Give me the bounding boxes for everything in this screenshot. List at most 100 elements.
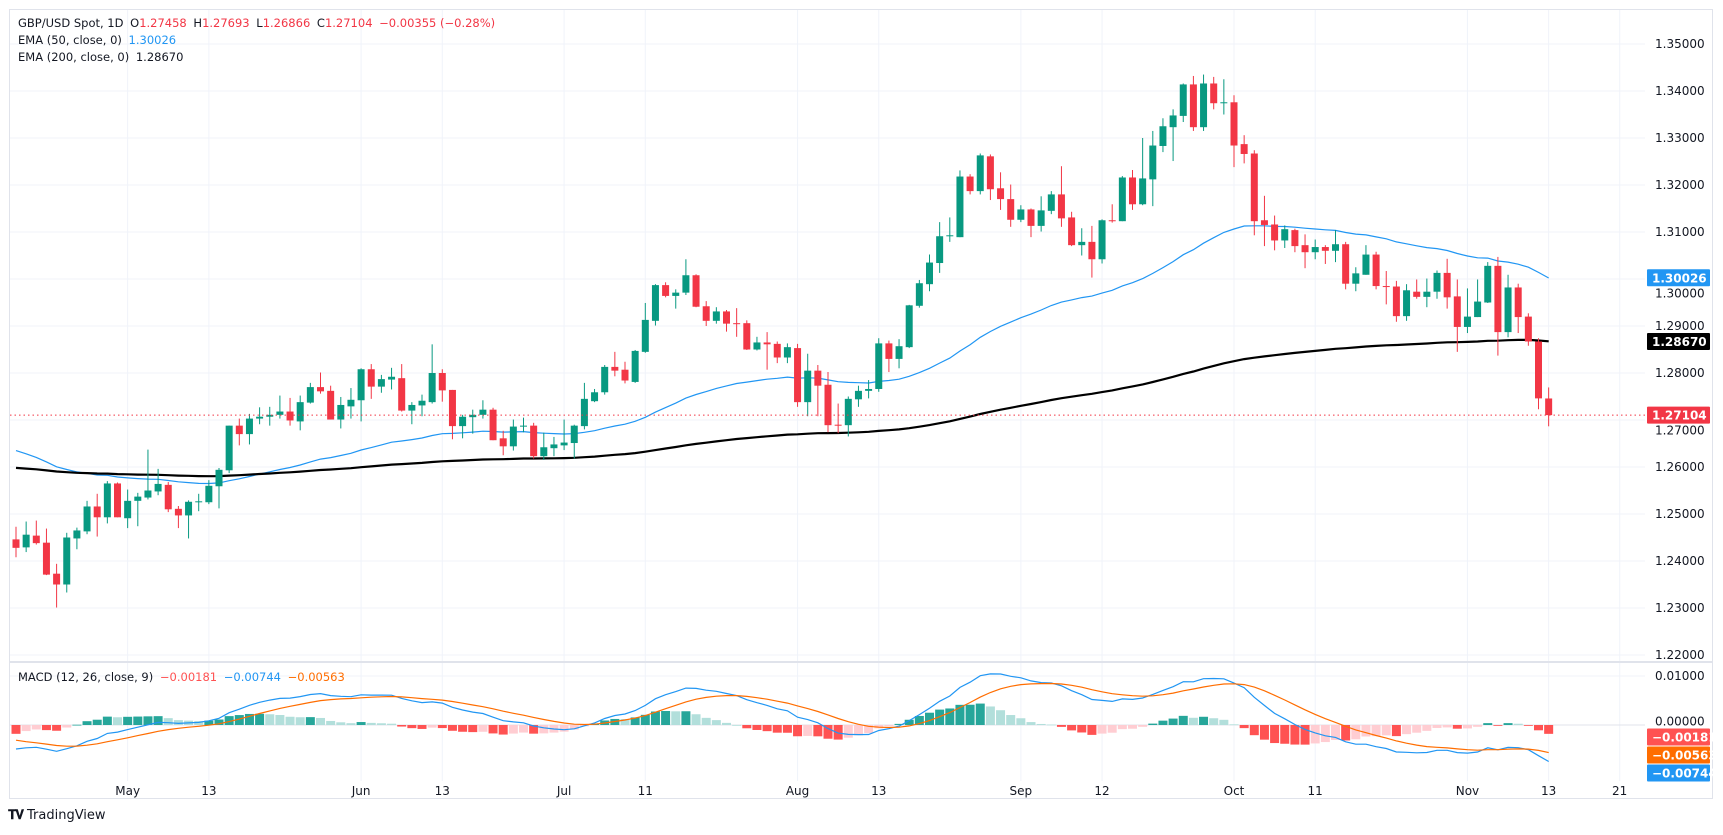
macd-histogram-bar: [519, 725, 528, 733]
macd-histogram-bar: [1138, 725, 1148, 727]
candle: [550, 436, 558, 457]
candle-body: [1311, 247, 1319, 253]
macd-legend[interactable]: MACD (12, 26, close, 9) −0.00181 −0.0074…: [18, 669, 348, 686]
candle-body: [1230, 102, 1238, 146]
candle: [367, 364, 375, 399]
candle: [854, 385, 862, 407]
candle-body: [885, 343, 893, 359]
macd-histogram-bar: [722, 722, 731, 725]
macd-histogram-bar: [752, 725, 762, 730]
open-letter: O: [130, 16, 140, 30]
macd-histogram-bar: [1341, 725, 1351, 741]
candle-body: [42, 542, 50, 575]
low-letter: L: [256, 16, 263, 30]
candle-body: [1240, 144, 1248, 154]
time-tick-label: Jun: [351, 784, 371, 798]
candle-body: [1159, 126, 1167, 146]
candle: [134, 492, 142, 527]
macd-histogram-bar: [1188, 717, 1198, 725]
time-axis[interactable]: May 13 Jun 13 Jul 11 Aug 13 Sep 12 Oct 11 Nov 13 21: [115, 784, 1627, 798]
candle: [560, 419, 568, 451]
macd-histogram-bar: [427, 725, 437, 728]
macd-pane: [10, 673, 1645, 763]
macd-histogram-bar: [742, 725, 752, 729]
candle-body: [32, 535, 40, 544]
macd-histogram-bar: [1412, 725, 1422, 733]
candle: [276, 395, 284, 419]
macd-histogram-bar: [1036, 723, 1046, 725]
candle-body: [377, 379, 385, 387]
candle: [915, 279, 923, 308]
macd-histogram-bar: [1117, 725, 1127, 730]
ema50-value: 1.30026: [128, 33, 177, 47]
candle: [164, 482, 172, 513]
candle-body: [276, 411, 284, 415]
candle: [814, 365, 822, 417]
candle: [499, 430, 507, 456]
candle: [448, 389, 456, 440]
macd-histogram-bar: [1229, 724, 1239, 726]
macd-histogram-bar: [1107, 725, 1117, 733]
price-tick-label: 1.27000: [1655, 424, 1705, 438]
candle: [205, 480, 213, 505]
candle: [672, 289, 680, 309]
macd-histogram-bar: [762, 725, 772, 732]
candle-body: [438, 373, 446, 391]
tradingview-brand[interactable]: 𝐓𝐕 TradingView: [8, 808, 106, 823]
macd-histogram-bar: [1178, 715, 1188, 725]
candle: [388, 367, 396, 390]
candle-body: [1352, 273, 1360, 284]
candle-body: [570, 425, 578, 444]
candle: [489, 407, 497, 441]
macd-histogram-bar: [661, 710, 671, 725]
candle-body: [1139, 178, 1147, 205]
candle-body: [317, 387, 324, 392]
candle-body: [1524, 316, 1532, 342]
macd-histogram-bar: [732, 724, 742, 726]
symbol-title[interactable]: GBP/USD Spot, 1D: [18, 16, 124, 30]
low-value: 1.26866: [262, 16, 311, 30]
candle: [926, 254, 933, 292]
macd-histogram-bar: [366, 722, 376, 725]
candle: [1088, 225, 1096, 278]
macd-histogram-bar: [833, 725, 843, 740]
macd-histogram-bar: [255, 713, 265, 725]
price-axis[interactable]: 1.35000 1.34000 1.33000 1.32000 1.31000 1.300…: [1655, 37, 1705, 729]
macd-histogram-bar: [1006, 715, 1016, 725]
candle: [174, 506, 182, 529]
time-tick-label: 13: [201, 784, 216, 798]
ema200-legend[interactable]: EMA (200, close, 0) 1.28670: [18, 49, 498, 66]
macd-histogram-bar: [21, 725, 31, 732]
candle-body: [1301, 245, 1309, 253]
candle-body: [723, 311, 730, 324]
macd-histogram-bar: [31, 725, 41, 730]
macd-histogram-bar: [52, 725, 62, 731]
ema50-legend[interactable]: EMA (50, close, 0) 1.30026: [18, 32, 498, 49]
macd-histogram-bar: [996, 710, 1006, 725]
macd-histogram-bar: [1503, 723, 1513, 725]
macd-histogram-bar: [985, 706, 995, 725]
macd-histogram-bar: [1351, 725, 1361, 740]
macd-histogram-bar: [1473, 725, 1483, 727]
candle: [1392, 280, 1400, 322]
candle-body: [1260, 220, 1268, 225]
candle-body: [1362, 254, 1370, 275]
macd-histogram-bar: [295, 717, 305, 725]
candle-body: [367, 369, 375, 387]
macd-histogram-bar: [1513, 723, 1523, 725]
candle: [692, 274, 700, 308]
candle-body: [418, 400, 426, 406]
macd-signal-line: [15, 682, 1549, 754]
last-price-tag-bg: [1647, 406, 1710, 424]
candle-body: [1027, 209, 1035, 226]
macd-histogram-bar: [488, 725, 498, 734]
macd-histogram-bar: [965, 704, 975, 725]
change-value: −0.00355 (−0.28%): [379, 16, 496, 30]
candle-body: [235, 425, 243, 435]
candle-body: [763, 342, 771, 345]
last-price-tag: 1.27104: [1647, 406, 1710, 424]
candle: [580, 382, 588, 430]
macd-histogram-bar: [1381, 725, 1391, 736]
candle: [1504, 274, 1512, 338]
